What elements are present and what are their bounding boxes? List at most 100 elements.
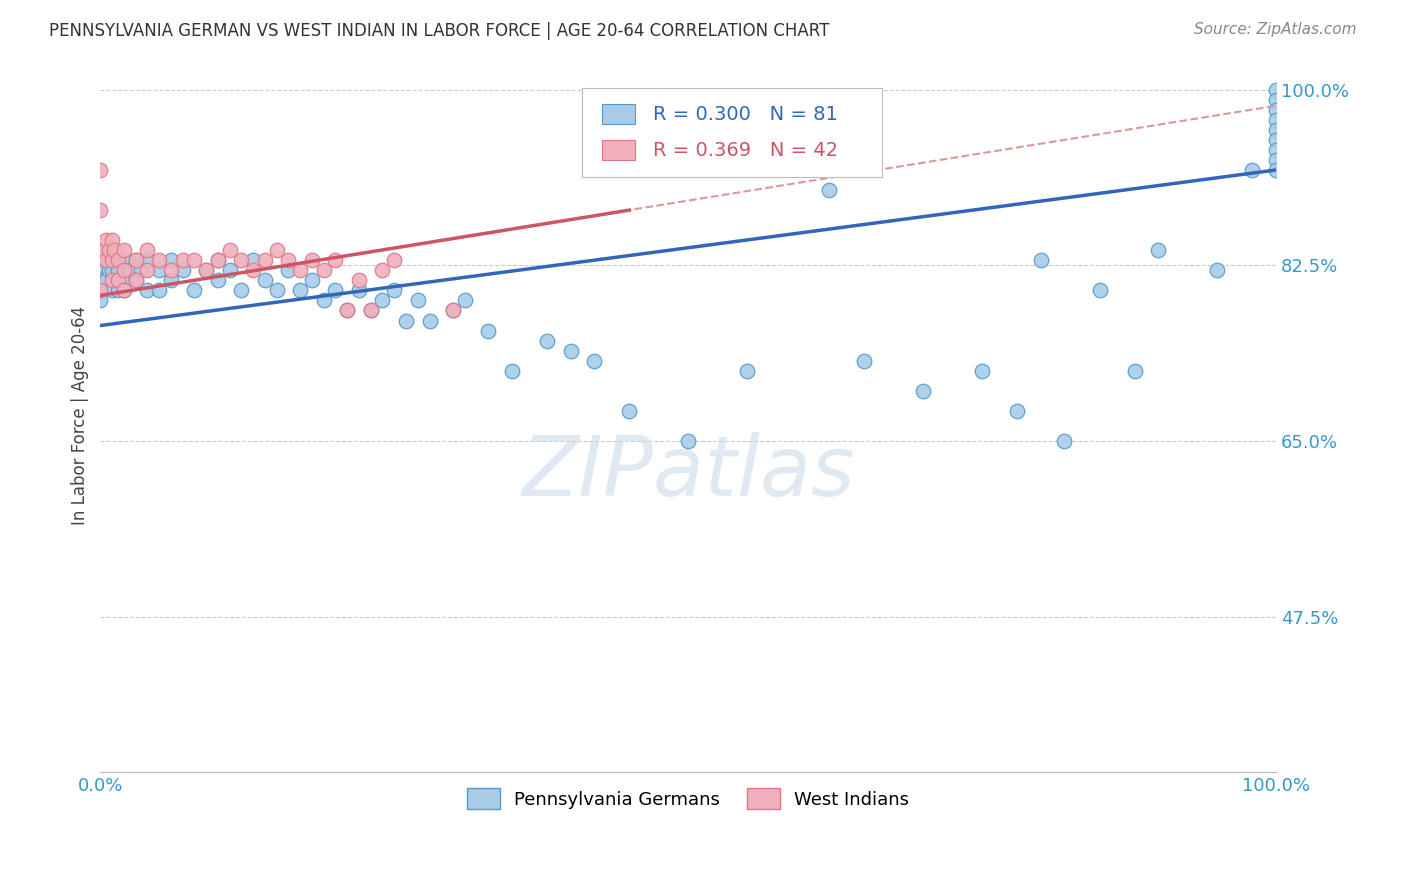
Point: [312, 263, 335, 277]
Point: [195, 263, 218, 277]
Point: [136, 253, 159, 268]
Point: [107, 253, 129, 268]
Point: [89, 284, 111, 298]
Point: [536, 334, 558, 348]
Point: [231, 253, 253, 268]
Point: [676, 434, 699, 448]
Point: [101, 263, 124, 277]
Point: [124, 253, 146, 268]
Point: [290, 284, 312, 298]
Point: [96, 273, 118, 287]
Point: [1206, 263, 1229, 277]
Point: [290, 263, 312, 277]
Point: [853, 353, 876, 368]
Point: [477, 324, 499, 338]
Point: [382, 253, 405, 268]
Point: [501, 364, 523, 378]
Point: [395, 313, 418, 327]
Point: [96, 233, 118, 247]
Point: [89, 253, 111, 268]
Point: [160, 253, 183, 268]
Point: [360, 303, 382, 318]
Point: [371, 263, 394, 277]
Point: [207, 253, 229, 268]
Point: [103, 253, 125, 268]
Point: [277, 263, 299, 277]
Point: [101, 233, 124, 247]
Y-axis label: In Labor Force | Age 20-64: In Labor Force | Age 20-64: [72, 306, 89, 525]
Point: [266, 284, 288, 298]
Point: [207, 273, 229, 287]
Point: [160, 263, 183, 277]
Point: [347, 284, 370, 298]
Point: [101, 284, 124, 298]
Point: [172, 263, 194, 277]
Point: [301, 273, 323, 287]
Text: R = 0.369   N = 42: R = 0.369 N = 42: [652, 141, 838, 160]
Point: [89, 244, 111, 258]
Point: [89, 284, 111, 298]
Point: [277, 253, 299, 268]
Point: [112, 284, 135, 298]
Point: [325, 253, 347, 268]
Point: [253, 273, 276, 287]
Point: [148, 253, 170, 268]
Point: [312, 293, 335, 308]
Point: [301, 253, 323, 268]
Point: [218, 244, 240, 258]
Point: [970, 364, 993, 378]
Point: [101, 273, 124, 287]
Point: [148, 263, 170, 277]
Point: [735, 364, 758, 378]
Point: [336, 303, 359, 318]
Point: [124, 273, 146, 287]
Point: [912, 384, 935, 398]
Point: [112, 244, 135, 258]
Point: [172, 253, 194, 268]
Point: [1265, 163, 1288, 178]
Point: [1265, 123, 1288, 137]
Text: PENNSYLVANIA GERMAN VS WEST INDIAN IN LABOR FORCE | AGE 20-64 CORRELATION CHART: PENNSYLVANIA GERMAN VS WEST INDIAN IN LA…: [49, 22, 830, 40]
Point: [242, 263, 264, 277]
Point: [1147, 244, 1170, 258]
Text: Source: ZipAtlas.com: Source: ZipAtlas.com: [1194, 22, 1357, 37]
Legend: Pennsylvania Germans, West Indians: Pennsylvania Germans, West Indians: [460, 781, 917, 816]
Text: R = 0.300   N = 81: R = 0.300 N = 81: [652, 105, 838, 124]
Point: [1029, 253, 1052, 268]
Point: [1265, 93, 1288, 107]
Point: [97, 263, 120, 277]
Point: [1265, 153, 1288, 167]
Point: [112, 273, 135, 287]
Point: [253, 253, 276, 268]
Point: [441, 303, 464, 318]
Point: [131, 263, 153, 277]
Point: [107, 273, 129, 287]
Point: [96, 253, 118, 268]
Point: [560, 343, 582, 358]
Point: [89, 203, 111, 218]
Point: [101, 253, 124, 268]
Point: [1265, 112, 1288, 127]
Point: [418, 313, 440, 327]
Point: [136, 284, 159, 298]
Point: [347, 273, 370, 287]
Point: [454, 293, 477, 308]
Point: [96, 253, 118, 268]
Point: [1007, 404, 1029, 418]
Point: [406, 293, 429, 308]
Point: [89, 163, 111, 178]
Point: [360, 303, 382, 318]
Point: [1088, 284, 1111, 298]
Point: [101, 244, 124, 258]
Point: [1265, 133, 1288, 147]
Point: [112, 263, 135, 277]
Point: [242, 253, 264, 268]
Point: [89, 293, 111, 308]
FancyBboxPatch shape: [602, 104, 636, 125]
Point: [818, 183, 841, 197]
Point: [1265, 103, 1288, 117]
Point: [1265, 83, 1288, 97]
Point: [89, 263, 111, 277]
Point: [103, 244, 125, 258]
Point: [89, 273, 111, 287]
